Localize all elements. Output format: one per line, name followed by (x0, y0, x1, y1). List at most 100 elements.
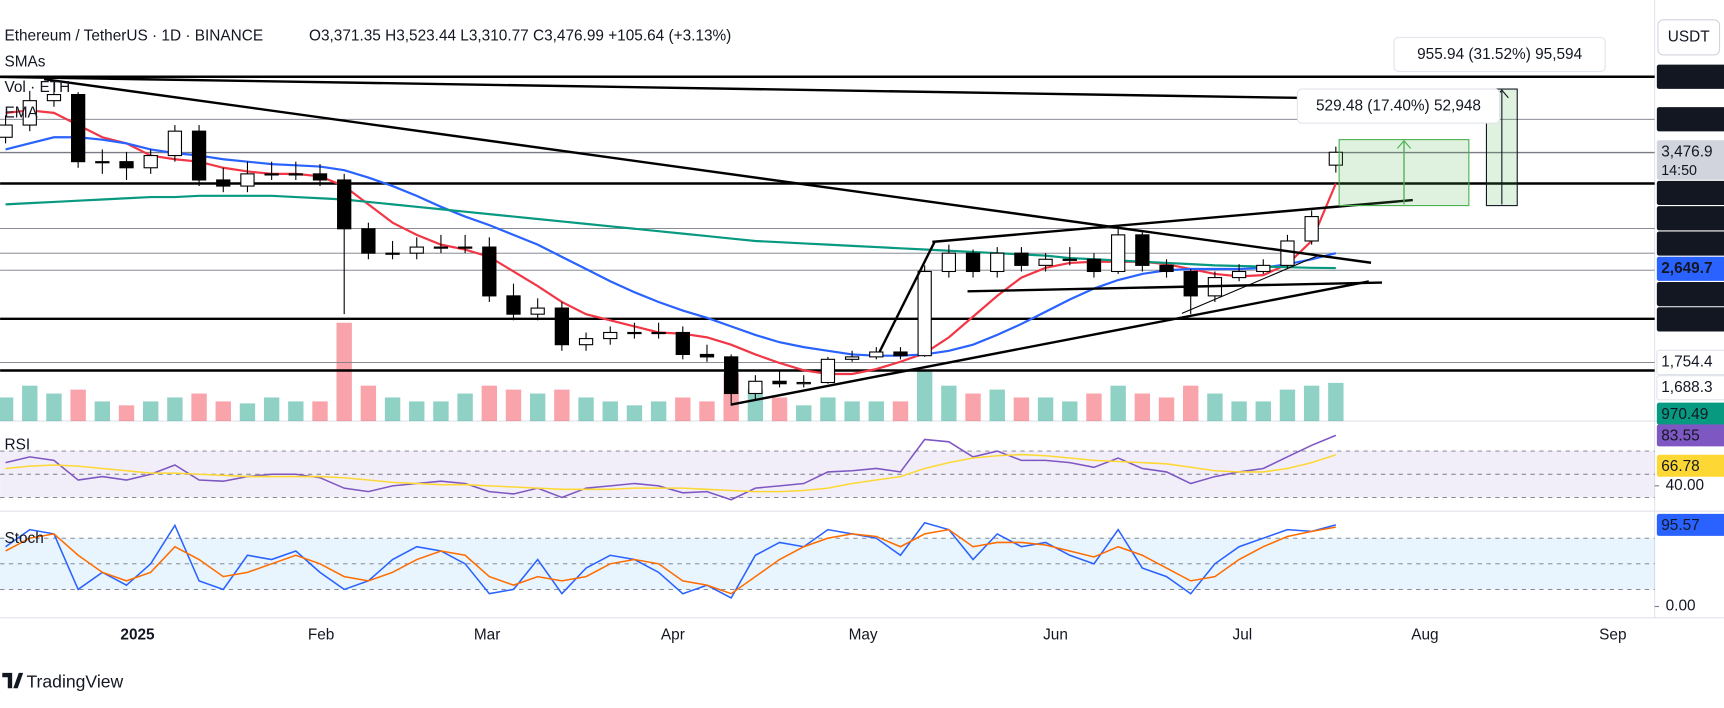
volume-bar (167, 397, 183, 422)
candle-body (457, 246, 473, 249)
volume-bar (1255, 401, 1271, 422)
volume-bar (191, 393, 207, 422)
candle-body (893, 351, 908, 357)
volume-bar (215, 401, 231, 422)
candle-body (724, 356, 739, 395)
pane-title: Stoch (4, 530, 43, 547)
volume-bar (1158, 397, 1175, 422)
price-label: 2,649.7 (1661, 260, 1712, 277)
last-value-label-bg (1656, 454, 1724, 477)
candle-body (1062, 258, 1077, 261)
x-tick-label: May (849, 627, 878, 644)
volume-bar (747, 389, 764, 422)
last-value-label-bg (1656, 513, 1724, 536)
trendline (932, 198, 1413, 244)
volume-bar (118, 405, 135, 422)
price-label: 3,747.5 (1661, 110, 1713, 127)
volume-bar (989, 389, 1005, 422)
candle-body (482, 246, 497, 297)
volume-bar (312, 401, 328, 422)
candle-body (312, 173, 328, 181)
volume-bar (409, 401, 425, 422)
candle-body (143, 155, 158, 169)
volume-bar (868, 401, 884, 422)
candle-body (1159, 264, 1174, 273)
volume-bar (46, 393, 62, 422)
volume-bar (1279, 389, 1296, 422)
trendline (730, 280, 1370, 406)
candle-body (433, 246, 449, 249)
measure-arrow-head (1396, 139, 1412, 149)
candle-body (651, 331, 666, 335)
ohlc: O3,371.35 H3,523.44 L3,310.77 C3,476.99 … (309, 27, 731, 44)
candle-body (530, 307, 545, 315)
trendline (967, 281, 1383, 293)
candle-body (748, 380, 763, 395)
volume-bar (796, 405, 812, 422)
last-value-label: 83.55 (1661, 428, 1699, 445)
volume-bar (360, 385, 377, 422)
candle-body (361, 228, 376, 254)
pane-title: RSI (4, 436, 30, 453)
volume-bar (602, 401, 618, 422)
candle-body (1231, 270, 1247, 279)
volume-last-label-bg (1656, 402, 1724, 425)
candle-body (240, 173, 255, 187)
price-label: 1,688.3 (1661, 379, 1712, 396)
candle-body (119, 161, 134, 169)
candle-body (1304, 216, 1319, 242)
volume-bar (239, 403, 256, 422)
volume-bar (1207, 393, 1223, 422)
x-tick-label: Sep (1599, 627, 1626, 644)
volume-bar (675, 397, 691, 422)
candle-body (70, 94, 86, 163)
price-label: 4,095.9 (1661, 68, 1712, 85)
volume-last-label: 970.49 (1661, 406, 1708, 423)
volume-bar (1183, 385, 1199, 422)
volume-bar (143, 401, 159, 422)
measure-label-box (1393, 36, 1606, 73)
x-tick-label: Jun (1043, 627, 1068, 644)
candle-body (167, 130, 183, 157)
x-tick-label: 2025 (120, 627, 155, 644)
candle-body (796, 381, 811, 385)
x-tick-label: Apr (661, 627, 685, 644)
price-label-bg (1656, 231, 1724, 256)
candle-body (337, 179, 352, 230)
volume-bar (1303, 385, 1320, 422)
candle-body (385, 252, 400, 255)
volume-bar (578, 397, 594, 422)
candle-body (264, 173, 279, 176)
indicator-line (5, 434, 1337, 501)
x-tick-label: Feb (308, 627, 335, 644)
trendline (1181, 254, 1320, 314)
candle-body (22, 100, 37, 126)
trendline (43, 77, 1372, 264)
candle-body (869, 351, 884, 358)
trendline (0, 75, 1298, 100)
volume-bar (1231, 401, 1247, 422)
trendline (878, 241, 936, 353)
candle-body (1014, 252, 1029, 266)
indicator-line (5, 136, 1337, 357)
price-label: 1,754.4 (1661, 354, 1713, 371)
price-label: 3,472.3 (1661, 184, 1712, 201)
volume-bar (505, 389, 522, 422)
volume-bar (650, 401, 667, 422)
price-label-bg (1656, 206, 1724, 231)
volume-bar (457, 393, 473, 422)
candle-body (917, 270, 932, 357)
currency-button[interactable] (1657, 19, 1721, 56)
price-label: 3,221.1 (1661, 209, 1713, 226)
candle-body (288, 173, 303, 176)
measure-label: 529.48 (17.40%) 52,948 (1316, 98, 1481, 115)
candle-body (554, 307, 570, 346)
last-value-label-bg (1656, 424, 1724, 447)
candle-body (699, 353, 715, 358)
price-label-bg (1656, 107, 1724, 132)
volume-bar (0, 397, 14, 422)
brand-logo (2, 672, 24, 689)
currency[interactable]: USDT (1668, 28, 1710, 45)
candle-body (1038, 258, 1053, 266)
